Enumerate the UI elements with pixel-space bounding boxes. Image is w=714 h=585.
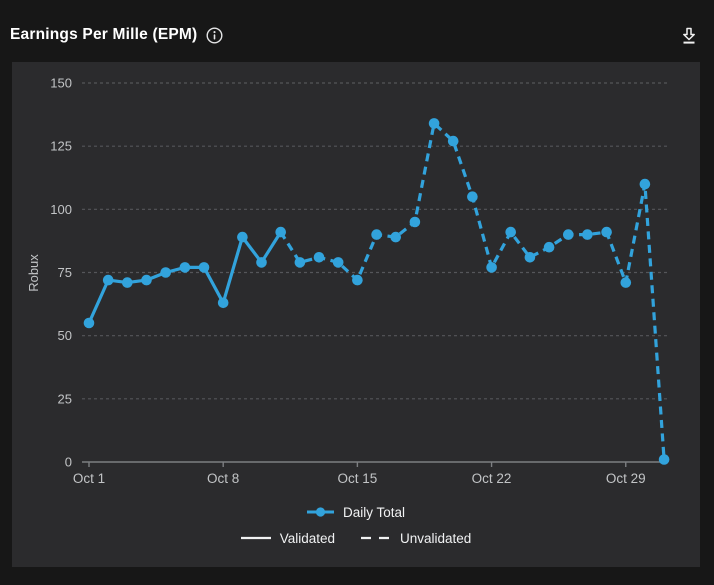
data-point-oct-3[interactable] [122, 277, 133, 288]
data-point-oct-20[interactable] [447, 135, 459, 147]
data-point-oct-10[interactable] [256, 257, 267, 268]
legend-row-line-styles: Validated Unvalidated [228, 528, 485, 548]
info-circle-icon [206, 26, 223, 44]
dashed-line-icon [361, 536, 391, 540]
download-button[interactable] [678, 24, 700, 47]
info-icon[interactable] [206, 26, 223, 44]
chart-header: Earnings Per Mille (EPM) [0, 0, 714, 62]
data-point-oct-9[interactable] [237, 231, 248, 243]
y-tick-label-25: 25 [58, 391, 72, 406]
legend-item-validated: Validated [240, 530, 335, 546]
x-tick-label-22: Oct 22 [472, 471, 512, 486]
y-axis-title: Robux [26, 254, 41, 292]
data-point-oct-12[interactable] [294, 257, 306, 268]
data-point-oct-8[interactable] [217, 297, 229, 309]
daily-total-marker-icon [306, 507, 334, 517]
data-point-oct-4[interactable] [141, 274, 152, 286]
legend-row-series: Daily Total [294, 502, 418, 522]
data-point-oct-18[interactable] [409, 216, 421, 228]
data-point-oct-24[interactable] [524, 252, 536, 263]
data-point-oct-7[interactable] [198, 262, 210, 273]
data-point-oct-23[interactable] [505, 226, 516, 238]
data-point-oct-31[interactable] [658, 454, 670, 465]
y-tick-label-0: 0 [65, 455, 72, 470]
download-icon [683, 27, 695, 44]
data-point-oct-29[interactable] [620, 277, 632, 288]
y-tick-label-75: 75 [58, 265, 72, 280]
x-tick-label-29: Oct 29 [606, 471, 646, 486]
x-tick-label-15: Oct 15 [337, 471, 377, 486]
data-point-oct-17[interactable] [390, 231, 402, 243]
legend-label-daily-total: Daily Total [342, 504, 406, 520]
x-tick-label-8: Oct 8 [207, 471, 239, 486]
epm-line-chart: 0 25 50 75 100 125 150 Oct 1 Oct 8 Oct 15 Oct 22 Oc… [26, 76, 670, 486]
data-point-oct-25[interactable] [543, 241, 555, 253]
data-point-oct-1[interactable] [83, 317, 95, 329]
data-point-oct-21[interactable] [467, 191, 478, 202]
data-point-oct-11[interactable] [275, 226, 287, 238]
chart-legend: Daily Total Validated Unvalidated [12, 502, 700, 548]
series-line-unvalidated [279, 121, 666, 460]
y-tick-label-150: 150 [50, 76, 72, 91]
data-point-oct-30[interactable] [639, 178, 651, 190]
data-point-oct-22[interactable] [486, 262, 497, 273]
solid-line-icon [240, 536, 271, 540]
chart-panel: 0 25 50 75 100 125 150 Oct 1 Oct 8 Oct 15 Oct 22 Oc… [12, 62, 700, 567]
legend-item-unvalidated: Unvalidated [361, 531, 471, 546]
legend-label-validated: Validated [279, 530, 335, 546]
data-point-oct-26[interactable] [563, 229, 574, 240]
y-tick-label-100: 100 [50, 202, 72, 217]
data-point-oct-16[interactable] [371, 229, 382, 240]
data-point-oct-15[interactable] [352, 274, 363, 286]
series-line-validated [87, 231, 283, 324]
data-point-oct-14[interactable] [332, 257, 344, 268]
data-point-oct-28[interactable] [601, 226, 612, 238]
x-tick-label-1: Oct 1 [73, 471, 105, 486]
data-point-oct-6[interactable] [179, 262, 191, 273]
data-point-oct-2[interactable] [102, 274, 114, 286]
legend-item-daily-total[interactable]: Daily Total [306, 504, 406, 520]
y-tick-label-125: 125 [50, 139, 72, 154]
data-point-oct-27[interactable] [582, 229, 593, 240]
data-point-oct-13[interactable] [313, 252, 325, 263]
legend-label-unvalidated: Unvalidated [400, 530, 472, 546]
y-tick-label-50: 50 [58, 328, 72, 343]
data-point-oct-5[interactable] [160, 267, 171, 278]
data-point-oct-19[interactable] [428, 118, 440, 129]
chart-title: Earnings Per Mille (EPM) [10, 26, 198, 43]
